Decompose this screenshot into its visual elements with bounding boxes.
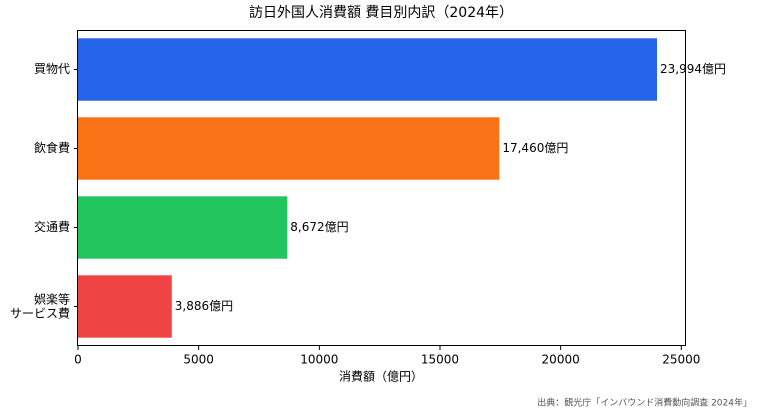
bar (78, 196, 288, 259)
y-tick-label: 買物代 (34, 62, 70, 76)
value-label: 8,672億円 (290, 220, 348, 234)
x-tick-label: 5000 (183, 353, 214, 367)
x-tick-label: 25000 (662, 353, 700, 367)
plot-frame (77, 30, 686, 346)
x-tick-label: 10000 (300, 353, 338, 367)
x-tick-label: 15000 (421, 353, 459, 367)
value-label: 23,994億円 (660, 62, 726, 76)
x-tick-label: 0 (74, 353, 82, 367)
y-tick-label: 飲食費 (34, 140, 70, 155)
bar (78, 38, 658, 101)
source-note: 出典：観光庁「インバウンド消費動向調査 2024年」 (537, 397, 752, 409)
value-label: 17,460億円 (502, 141, 568, 155)
bar (78, 275, 172, 338)
x-axis-label: 消費額（億円） (339, 369, 423, 384)
y-tick-label: 交通費 (34, 219, 70, 234)
bar (78, 117, 500, 180)
x-tick-label: 20000 (542, 353, 580, 367)
value-label: 3,886億円 (175, 299, 233, 313)
y-tick-label: 娯楽等サービス費 (10, 292, 70, 320)
chart-title: 訪日外国人消費額 費目別内訳（2024年） (249, 5, 513, 21)
